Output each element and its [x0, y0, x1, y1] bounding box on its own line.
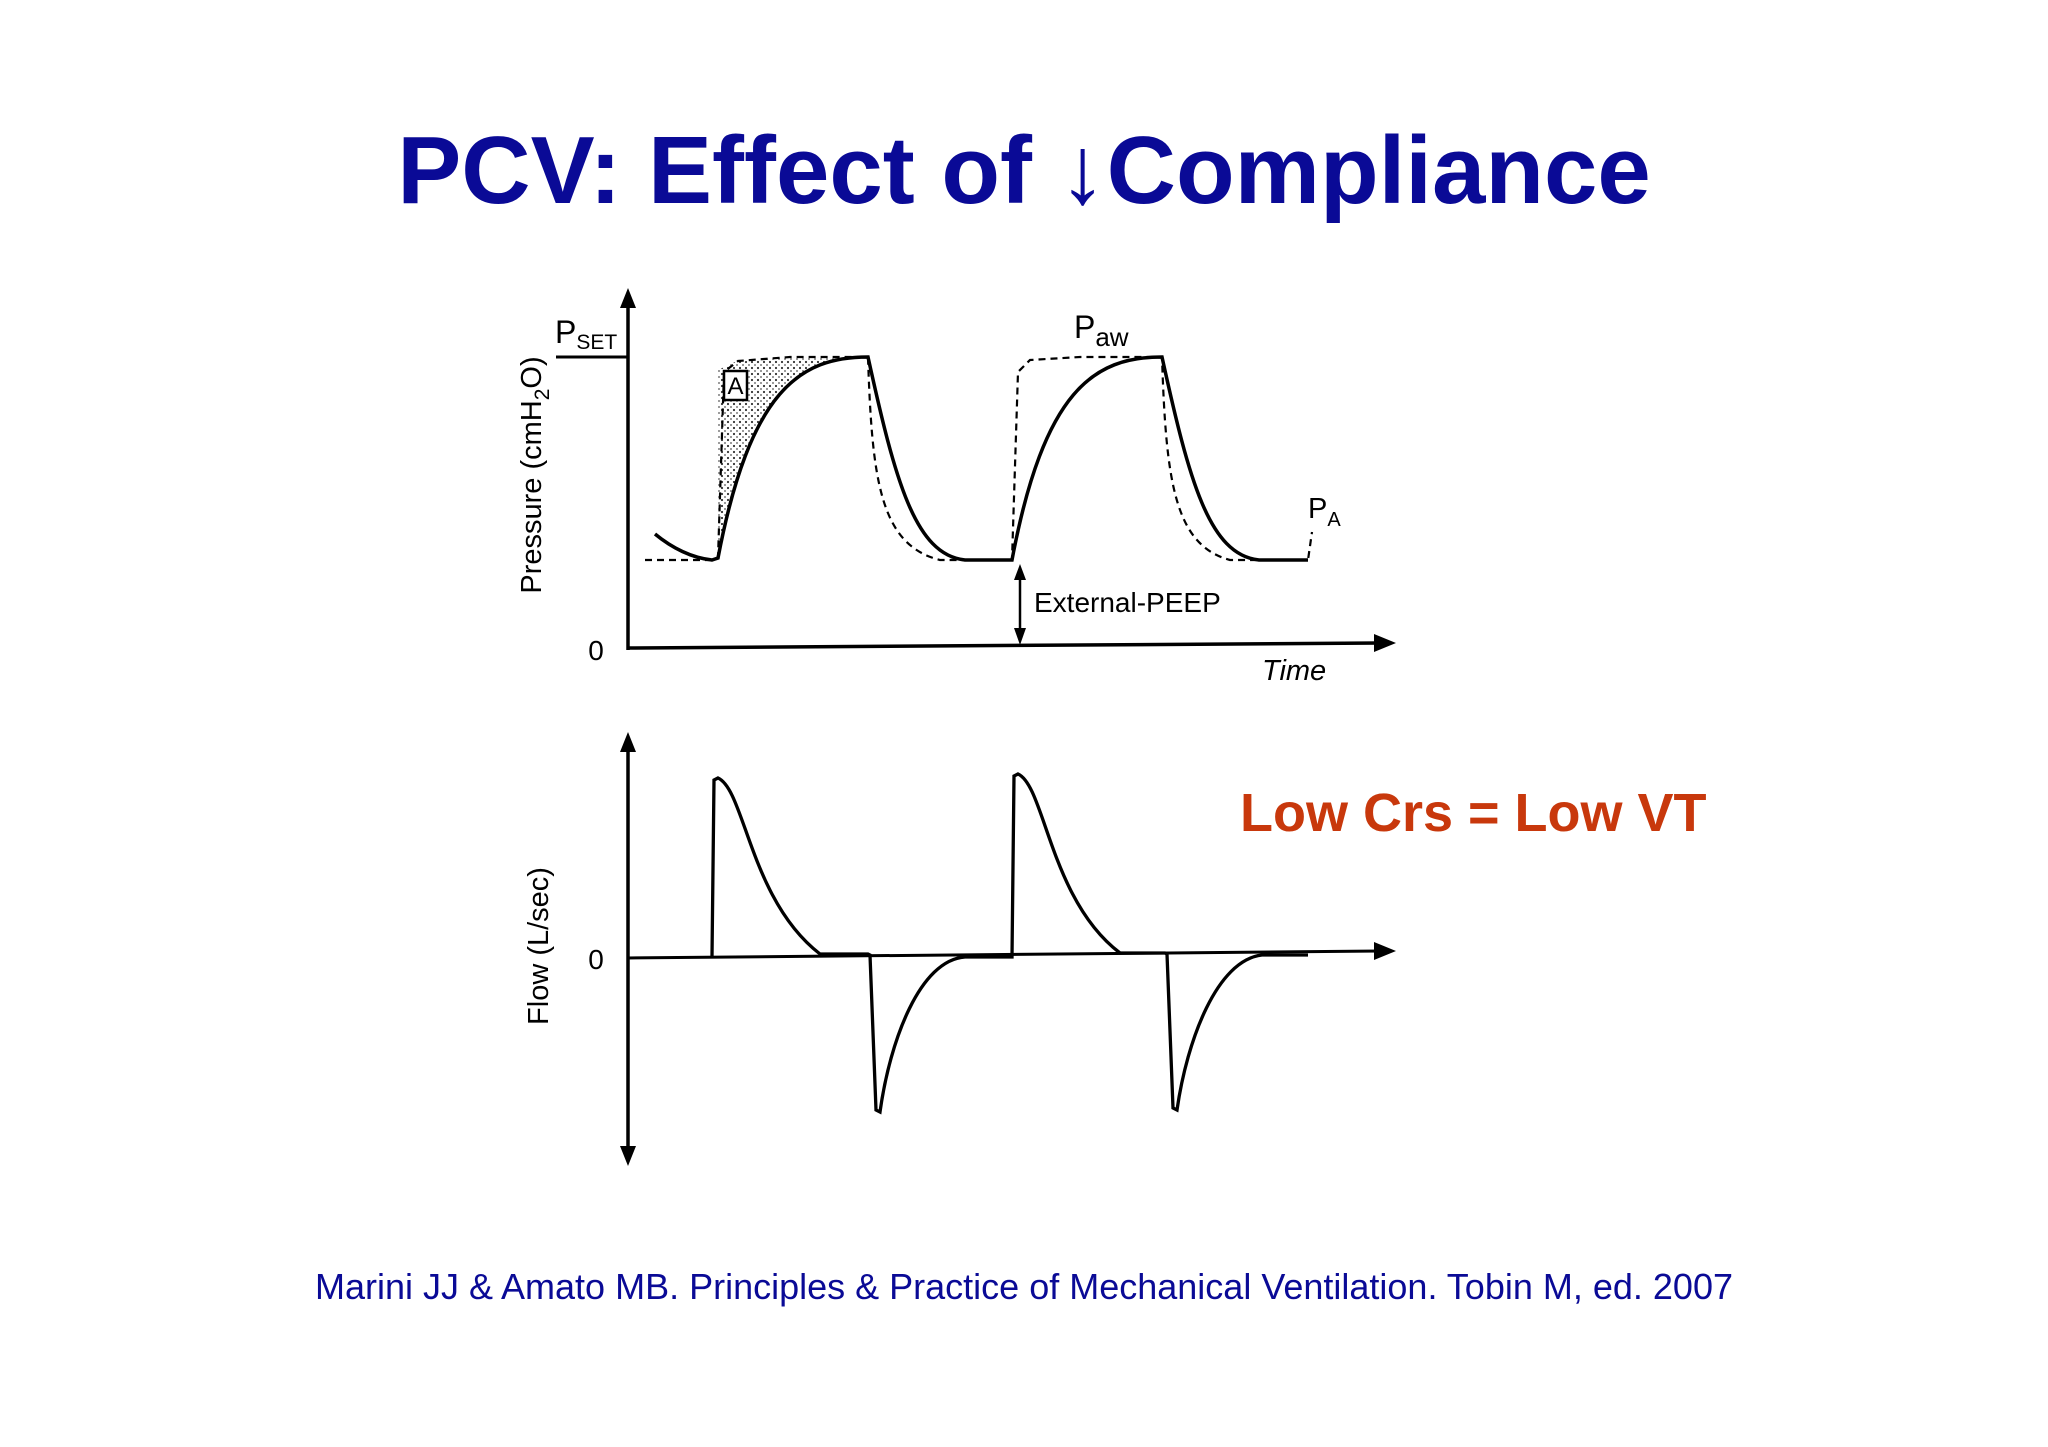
low-crs-highlight: Low Crs = Low VT — [1240, 783, 1707, 843]
pressure-panel: A PSET Paw PA External-PEEP 0 Time Press… — [516, 288, 1396, 687]
time-axis-label: Time — [1262, 655, 1326, 687]
pset-label: PSET — [555, 314, 617, 354]
flow-y-axis-label: Flow (L/sec) — [523, 867, 555, 1025]
pressure-y-arrowhead — [620, 288, 636, 308]
external-peep-label: External-PEEP — [1034, 587, 1221, 618]
flow-curve — [710, 772, 1308, 1115]
paw-label: Paw — [1074, 309, 1129, 352]
citation: Marini JJ & Amato MB. Principles & Pract… — [314, 1266, 1733, 1307]
flow-panel: 0 Flow (L/sec) — [523, 732, 1396, 1166]
slide-title: PCV: Effect of ↓Compliance — [397, 117, 1651, 224]
pa-label: PA — [1308, 493, 1341, 531]
pressure-x-axis — [627, 641, 1381, 650]
area-a-shading — [718, 357, 868, 558]
flow-y-arrowhead-down — [620, 1146, 636, 1166]
pressure-x-arrowhead — [1374, 634, 1396, 652]
flow-x-axis — [627, 949, 1381, 960]
flow-x-arrowhead — [1374, 942, 1396, 960]
flow-zero-label: 0 — [588, 944, 604, 975]
peep-arrowhead-down — [1014, 628, 1026, 645]
flow-y-arrowhead-up — [620, 732, 636, 752]
pressure-zero-label: 0 — [588, 635, 604, 666]
pa-solid-curve — [653, 355, 1308, 562]
pressure-y-axis-label: Pressure (cmH2O) — [516, 356, 554, 593]
peep-arrowhead-up — [1014, 564, 1026, 580]
area-a-box — [722, 369, 749, 402]
area-a-label: A — [727, 373, 743, 400]
